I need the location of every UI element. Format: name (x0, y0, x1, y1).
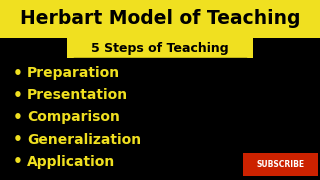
Text: Generalization: Generalization (27, 133, 141, 147)
Text: Preparation: Preparation (27, 66, 120, 80)
FancyBboxPatch shape (243, 153, 318, 176)
Text: •: • (13, 110, 22, 125)
Text: •: • (13, 154, 22, 169)
Text: •: • (13, 88, 22, 103)
Text: •: • (13, 132, 22, 147)
Text: Comparison: Comparison (27, 111, 120, 124)
Text: Herbart Model of Teaching: Herbart Model of Teaching (20, 9, 300, 28)
Text: Application: Application (27, 155, 116, 169)
FancyBboxPatch shape (67, 38, 253, 58)
Text: 5 Steps of Teaching: 5 Steps of Teaching (91, 42, 229, 55)
Text: SUBSCRIBE: SUBSCRIBE (257, 160, 305, 169)
FancyBboxPatch shape (0, 38, 67, 58)
FancyBboxPatch shape (0, 0, 320, 38)
FancyBboxPatch shape (253, 38, 320, 58)
Text: •: • (13, 66, 22, 81)
Text: Presentation: Presentation (27, 88, 128, 102)
